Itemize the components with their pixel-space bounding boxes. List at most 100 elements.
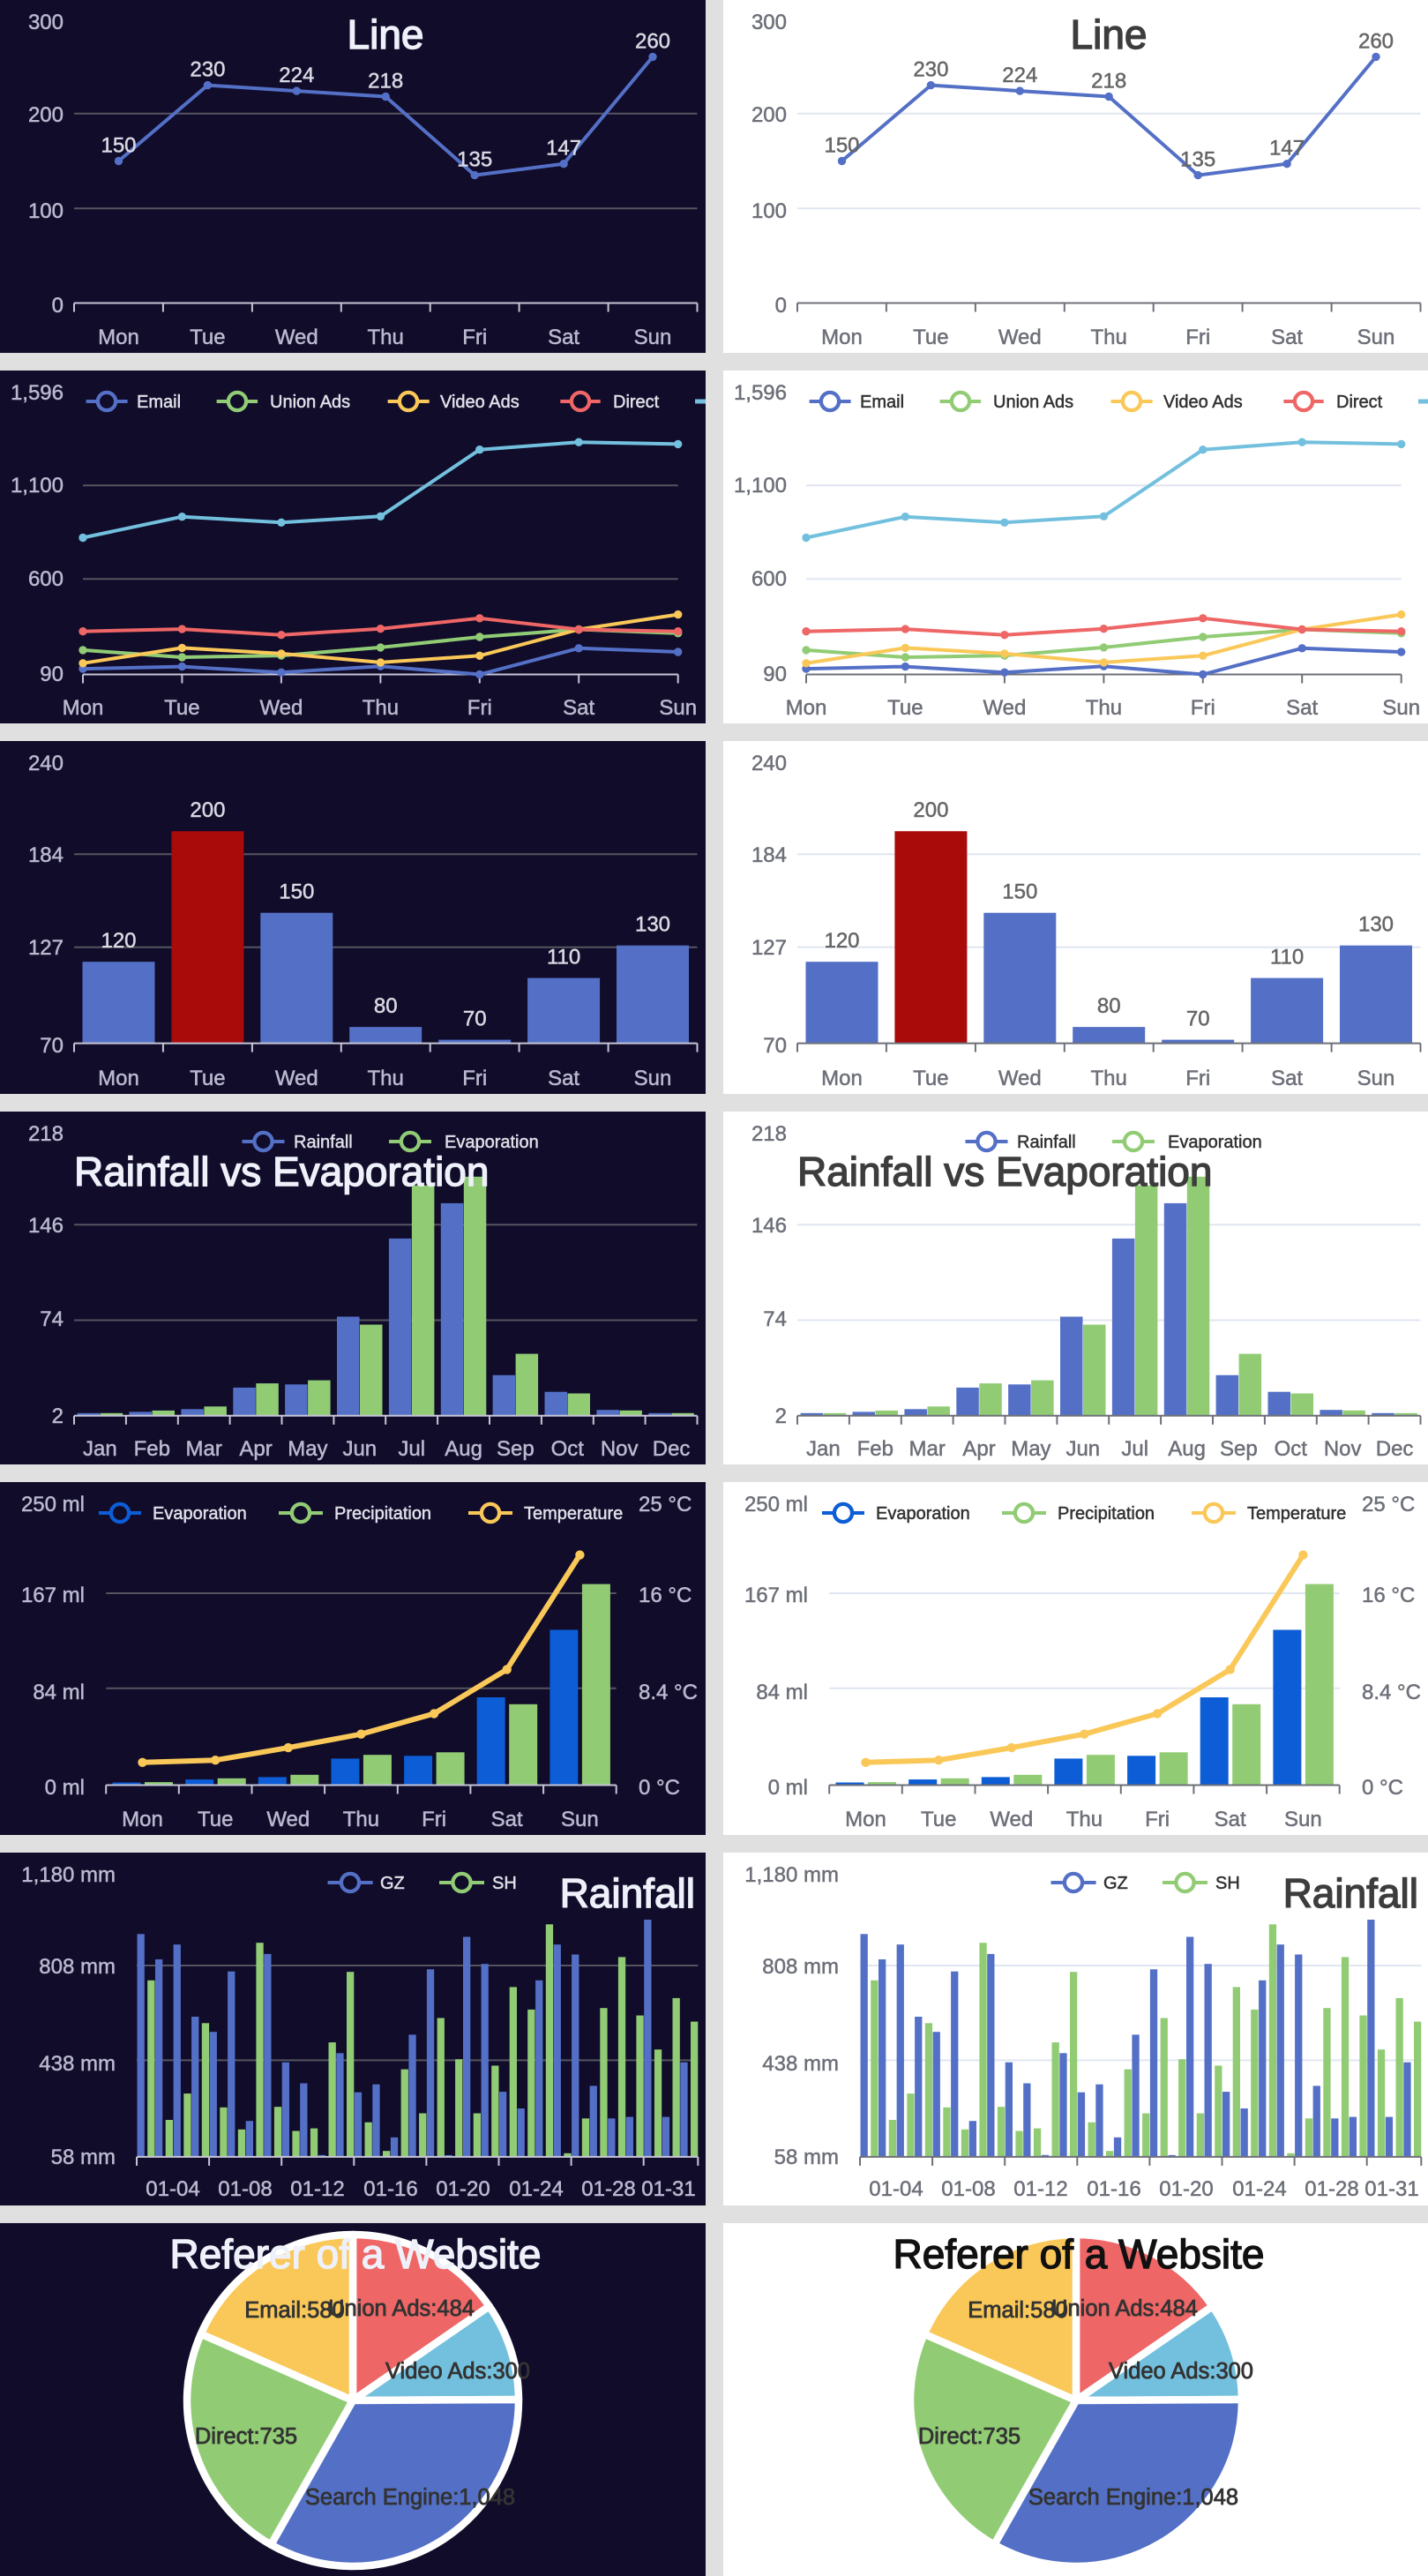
svg-text:01-28: 01-28 <box>581 2177 635 2201</box>
svg-text:Union Ads:484: Union Ads:484 <box>328 2296 475 2321</box>
svg-text:Sun: Sun <box>1284 1808 1322 1831</box>
svg-text:127: 127 <box>751 936 787 960</box>
svg-text:Precipitation: Precipitation <box>1058 1504 1155 1524</box>
svg-text:218: 218 <box>1091 70 1126 94</box>
svg-text:Jun: Jun <box>1065 1437 1100 1461</box>
svg-text:808 mm: 808 mm <box>39 1955 116 1979</box>
svg-text:230: 230 <box>913 58 948 82</box>
svg-text:250 ml: 250 ml <box>21 1493 85 1516</box>
svg-text:0 ml: 0 ml <box>768 1776 808 1800</box>
svg-text:Aug: Aug <box>1168 1437 1206 1461</box>
svg-text:Jan: Jan <box>83 1437 117 1461</box>
svg-text:130: 130 <box>635 913 670 937</box>
svg-text:Sun: Sun <box>1357 326 1395 349</box>
svg-text:Video Ads:300: Video Ads:300 <box>1109 2359 1253 2384</box>
svg-text:438 mm: 438 mm <box>762 2052 839 2076</box>
svg-text:May: May <box>1011 1437 1050 1461</box>
svg-text:147: 147 <box>546 137 581 161</box>
svg-text:Rainfall: Rainfall <box>294 1133 353 1152</box>
svg-text:Sat: Sat <box>1286 696 1318 720</box>
svg-text:Direct: Direct <box>1336 393 1383 412</box>
svg-text:Mon: Mon <box>98 1067 139 1090</box>
svg-text:Thu: Thu <box>343 1808 379 1831</box>
svg-text:110: 110 <box>1270 946 1304 970</box>
svg-text:Search Engine:1,048: Search Engine:1,048 <box>1028 2485 1238 2510</box>
svg-text:150: 150 <box>101 134 136 158</box>
svg-text:Evaporation: Evaporation <box>1168 1133 1262 1152</box>
svg-text:Jul: Jul <box>398 1437 425 1461</box>
svg-text:Fri: Fri <box>1191 696 1215 720</box>
svg-text:Video Ads:300: Video Ads:300 <box>385 2359 530 2384</box>
svg-text:Jul: Jul <box>1121 1437 1148 1461</box>
svg-text:Fri: Fri <box>1185 326 1210 349</box>
svg-text:Rainfall: Rainfall <box>1017 1133 1076 1152</box>
svg-text:100: 100 <box>28 199 64 223</box>
svg-text:Thu: Thu <box>368 326 404 349</box>
svg-text:Thu: Thu <box>1091 1067 1127 1090</box>
svg-text:Sat: Sat <box>1271 326 1303 349</box>
svg-text:Fri: Fri <box>467 696 492 720</box>
svg-text:Sun: Sun <box>1382 696 1420 720</box>
svg-text:150: 150 <box>279 880 314 904</box>
svg-text:70: 70 <box>40 1034 64 1058</box>
svg-text:135: 135 <box>1180 148 1215 172</box>
svg-text:146: 146 <box>751 1214 787 1238</box>
svg-text:0 ml: 0 ml <box>45 1776 85 1800</box>
svg-text:2: 2 <box>775 1404 787 1428</box>
svg-text:120: 120 <box>101 929 136 953</box>
svg-text:01-12: 01-12 <box>1013 2177 1067 2201</box>
svg-text:01-16: 01-16 <box>363 2177 417 2201</box>
svg-text:Evaporation: Evaporation <box>445 1133 539 1152</box>
svg-text:300: 300 <box>751 11 787 34</box>
svg-text:01-24: 01-24 <box>1232 2177 1286 2201</box>
svg-text:Line: Line <box>1071 11 1148 57</box>
svg-text:01-08: 01-08 <box>218 2177 272 2201</box>
svg-text:0 °C: 0 °C <box>639 1776 680 1800</box>
svg-text:808 mm: 808 mm <box>762 1955 839 1979</box>
svg-text:240: 240 <box>751 752 787 775</box>
svg-text:Wed: Wed <box>275 326 318 349</box>
svg-text:Sat: Sat <box>491 1808 523 1831</box>
svg-text:Temperature: Temperature <box>524 1504 623 1524</box>
svg-text:90: 90 <box>40 663 64 686</box>
svg-text:01-04: 01-04 <box>146 2177 199 2201</box>
svg-text:Apr: Apr <box>239 1437 272 1461</box>
svg-text:Fri: Fri <box>1185 1067 1210 1090</box>
svg-text:Jan: Jan <box>806 1437 841 1461</box>
svg-text:1,180 mm: 1,180 mm <box>21 1863 116 1887</box>
svg-text:Rainfall: Rainfall <box>560 1870 695 1916</box>
svg-text:Union Ads:484: Union Ads:484 <box>1051 2296 1198 2321</box>
svg-text:GZ: GZ <box>380 1874 405 1893</box>
svg-text:25 °C: 25 °C <box>639 1493 692 1516</box>
svg-text:01-31: 01-31 <box>641 2177 695 2201</box>
svg-text:84 ml: 84 ml <box>756 1681 808 1704</box>
svg-text:80: 80 <box>374 994 398 1018</box>
svg-text:184: 184 <box>28 843 64 867</box>
svg-text:70: 70 <box>763 1034 787 1058</box>
svg-text:135: 135 <box>457 148 492 172</box>
svg-text:Mon: Mon <box>98 326 139 349</box>
svg-text:Thu: Thu <box>368 1067 404 1090</box>
svg-text:438 mm: 438 mm <box>39 2052 116 2076</box>
svg-text:Tue: Tue <box>164 696 199 720</box>
svg-text:200: 200 <box>28 103 64 127</box>
svg-text:Oct: Oct <box>551 1437 585 1461</box>
svg-text:25 °C: 25 °C <box>1362 1493 1415 1516</box>
svg-text:Search Engine:1,048: Search Engine:1,048 <box>305 2485 515 2510</box>
svg-text:16 °C: 16 °C <box>1362 1584 1415 1607</box>
svg-text:Mon: Mon <box>821 1067 863 1090</box>
svg-text:SH: SH <box>492 1874 517 1893</box>
svg-text:Tue: Tue <box>190 326 225 349</box>
svg-text:130: 130 <box>1358 913 1394 937</box>
svg-text:184: 184 <box>751 843 787 867</box>
svg-text:Fri: Fri <box>1145 1808 1170 1831</box>
svg-text:150: 150 <box>824 134 859 158</box>
svg-text:Tue: Tue <box>913 1067 948 1090</box>
svg-text:16 °C: 16 °C <box>639 1584 692 1607</box>
svg-text:Thu: Thu <box>363 696 399 720</box>
svg-text:Sat: Sat <box>563 696 594 720</box>
svg-text:224: 224 <box>1002 64 1037 87</box>
svg-text:146: 146 <box>28 1214 64 1238</box>
svg-text:218: 218 <box>28 1122 64 1146</box>
svg-text:Video Ads: Video Ads <box>440 393 520 412</box>
